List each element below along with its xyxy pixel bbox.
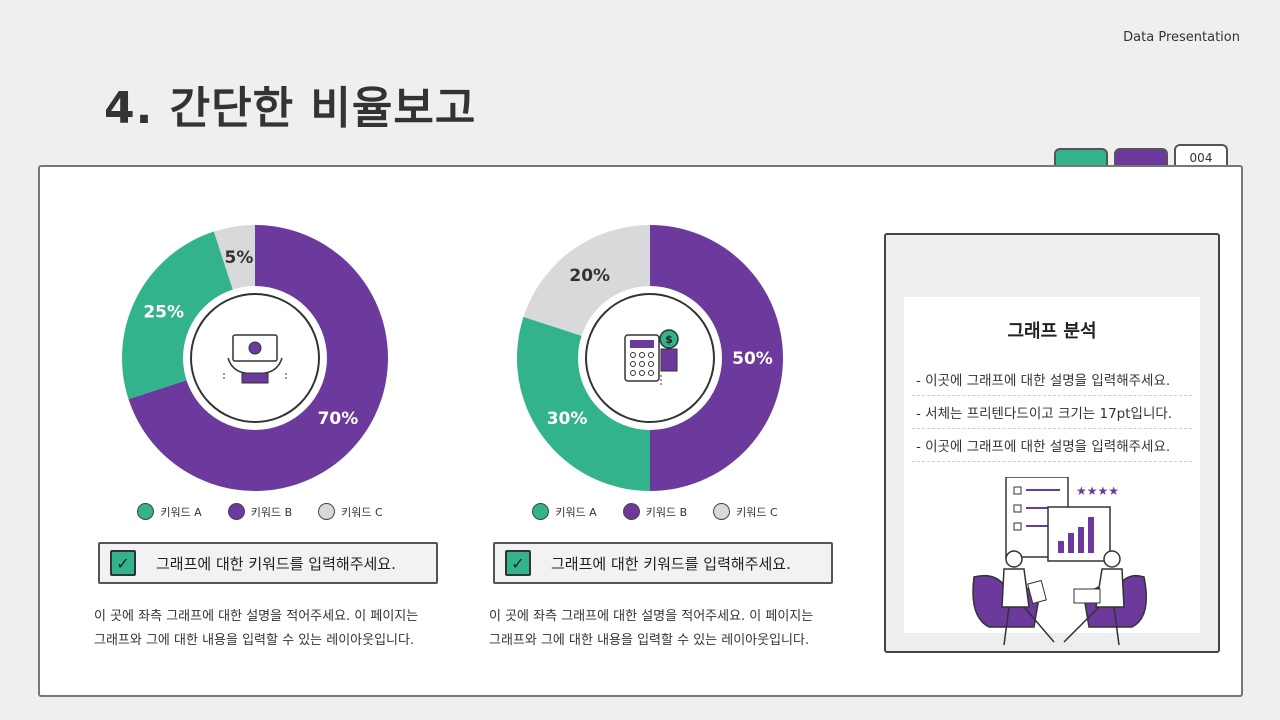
legend-label-b: 키워드 B (645, 505, 688, 519)
legend-label-b: 키워드 B (250, 505, 293, 519)
desc-line: 이 곳에 좌측 그래프에 대한 설명을 적어주세요. 이 페이지는 (94, 609, 419, 624)
checkmark-icon: ✓ (505, 550, 531, 576)
keyword-text: 그래프에 대한 키워드를 입력해주세요. (156, 554, 396, 573)
pie-label-c: 5% (225, 248, 254, 268)
analysis-content: 그래프 분석 - 이곳에 그래프에 대한 설명을 입력해주세요. - 서체는 프… (904, 297, 1200, 646)
desc-line: 이 곳에 좌측 그래프에 대한 설명을 적어주세요. 이 페이지는 (489, 609, 814, 624)
tab-purple[interactable] (1114, 148, 1168, 170)
chart-block-2: 50% 30% 20% $ 키워드 A 키워드 B 키워드 (475, 167, 835, 697)
legend-item-a: 키워드 A (532, 503, 597, 520)
content-card: 70% 25% 5% 키워드 A 키워드 B 키워드 C ✓ 그래프에 대한 키 (38, 165, 1243, 697)
analysis-panel: 그래프 분석 - 이곳에 그래프에 대한 설명을 입력해주세요. - 서체는 프… (884, 233, 1220, 653)
pie-chart-2: 50% 30% 20% $ (517, 225, 783, 491)
pie-label-c: 20% (569, 266, 610, 286)
legend-item-c: 키워드 C (318, 503, 383, 520)
desc-line: 그래프와 그에 대한 내용을 입력할 수 있는 레이아웃입니다. (489, 633, 810, 648)
pie-label-b: 50% (732, 349, 773, 369)
legend-item-c: 키워드 C (713, 503, 778, 520)
legend-swatch-a (532, 503, 550, 520)
legend-label-c: 키워드 C (341, 505, 383, 519)
checkmark-icon: ✓ (110, 550, 136, 576)
pie-label-b: 70% (318, 409, 359, 429)
page-title: 4. 간단한 비율보고 (104, 83, 477, 134)
chart-description-1: 이 곳에 좌측 그래프에 대한 설명을 적어주세요. 이 페이지는 그래프와 그… (94, 605, 454, 653)
legend-swatch-b (227, 503, 245, 520)
legend-item-a: 키워드 A (137, 503, 202, 520)
header-tag: Data Presentation (1123, 30, 1240, 45)
legend-label-c: 키워드 C (736, 505, 778, 519)
legend-2: 키워드 A 키워드 B 키워드 C (475, 503, 835, 520)
money-hands-icon (223, 334, 287, 384)
chart-description-2: 이 곳에 좌측 그래프에 대한 설명을 적어주세요. 이 페이지는 그래프와 그… (489, 605, 849, 653)
analysis-title: 그래프 분석 (1007, 321, 1097, 342)
pie-label-a: 25% (143, 302, 184, 322)
svg-text:$: $ (665, 333, 673, 346)
legend-label-a: 키워드 A (160, 505, 202, 519)
legend-1: 키워드 A 키워드 B 키워드 C (80, 503, 440, 520)
calculator-coins-icon: $ (624, 329, 679, 385)
legend-label-a: 키워드 A (555, 505, 597, 519)
pie-label-a: 30% (547, 409, 588, 429)
desc-line: 그래프와 그에 대한 내용을 입력할 수 있는 레이아웃입니다. (94, 633, 415, 648)
svg-text:★★★★: ★★★★ (1076, 484, 1119, 498)
legend-swatch-b (622, 503, 640, 520)
keyword-box-1[interactable]: ✓ 그래프에 대한 키워드를 입력해주세요. (98, 542, 438, 584)
legend-item-b: 키워드 B (227, 503, 293, 520)
analysis-line: - 이곳에 그래프에 대한 설명을 입력해주세요. (912, 429, 1192, 462)
legend-swatch-c (318, 503, 336, 520)
keyword-box-2[interactable]: ✓ 그래프에 대한 키워드를 입력해주세요. (493, 542, 833, 584)
analysis-line: - 서체는 프리텐다드이고 크기는 17pt입니다. (912, 396, 1192, 429)
legend-item-b: 키워드 B (622, 503, 688, 520)
chart-block-1: 70% 25% 5% 키워드 A 키워드 B 키워드 C ✓ 그래프에 대한 키 (80, 167, 440, 697)
legend-swatch-a (137, 503, 155, 520)
tab-green[interactable] (1054, 148, 1108, 170)
legend-swatch-c (713, 503, 731, 520)
pie-chart-1: 70% 25% 5% (121, 225, 388, 491)
analysis-line: - 이곳에 그래프에 대한 설명을 입력해주세요. (912, 363, 1192, 396)
keyword-text: 그래프에 대한 키워드를 입력해주세요. (551, 554, 791, 573)
meeting-illustration-icon: ★★★★ (972, 477, 1147, 646)
